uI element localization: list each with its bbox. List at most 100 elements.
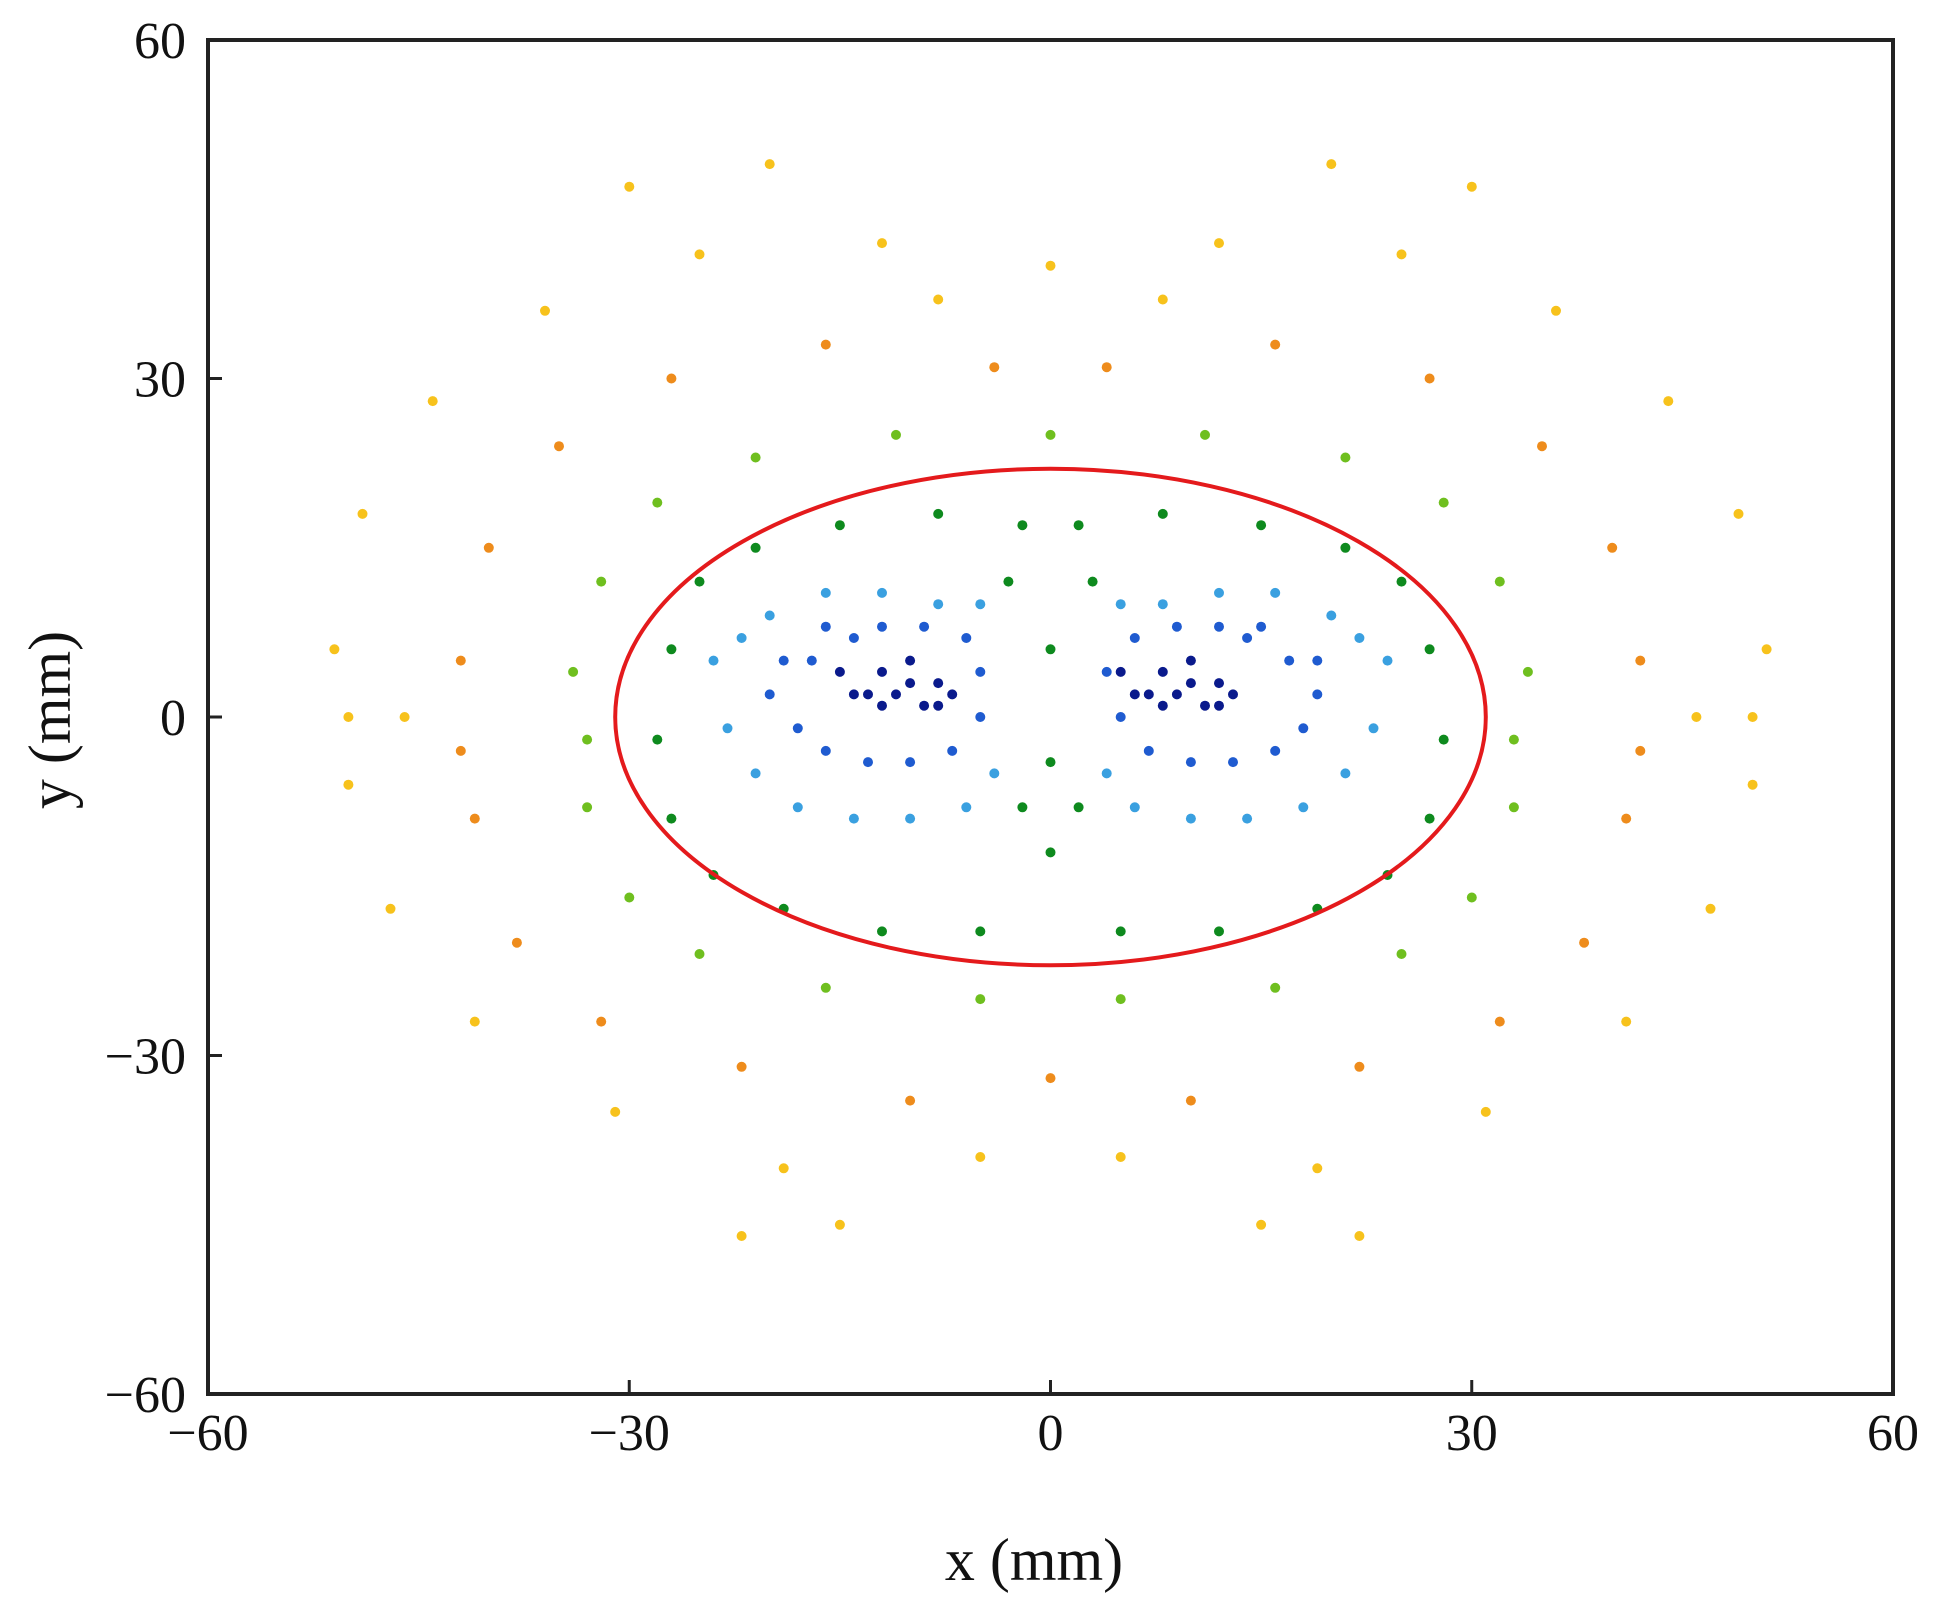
scatter-point xyxy=(1256,621,1267,632)
scatter-point xyxy=(596,576,607,587)
scatter-point xyxy=(1143,745,1154,756)
scatter-point xyxy=(778,1163,789,1174)
scatter-point xyxy=(1508,802,1519,813)
scatter-point xyxy=(1256,520,1267,531)
scatter-point xyxy=(1312,1163,1323,1174)
scatter-point xyxy=(1396,249,1407,260)
x-tick-label: −60 xyxy=(167,1405,248,1462)
scatter-point xyxy=(1214,678,1224,689)
scatter-point xyxy=(1494,576,1505,587)
scatter-point xyxy=(1101,362,1112,373)
scatter-point xyxy=(610,1106,621,1117)
scatter-point xyxy=(1003,576,1014,587)
scatter-point xyxy=(343,712,354,722)
scatter-point xyxy=(891,689,901,700)
scatter-point xyxy=(1143,689,1154,700)
scatter-point xyxy=(1171,621,1182,632)
scatter-point xyxy=(1354,633,1365,643)
scatter-point xyxy=(1017,520,1028,531)
scatter-point xyxy=(1326,610,1337,621)
scatter-point xyxy=(708,655,719,666)
scatter-point xyxy=(919,700,930,711)
scatter-point xyxy=(820,982,831,993)
scatter-point xyxy=(989,768,1000,779)
scatter-point xyxy=(1466,892,1477,903)
scatter-point xyxy=(1185,655,1196,666)
scatter-point xyxy=(1312,689,1323,700)
scatter-point xyxy=(511,937,522,948)
scatter-point xyxy=(905,678,916,689)
scatter-point xyxy=(820,587,831,598)
scatter-point xyxy=(1045,260,1056,271)
scatter-point xyxy=(1185,1095,1196,1106)
ellipse-overlay xyxy=(613,466,1488,968)
scatter-point xyxy=(1312,655,1323,666)
scatter-point xyxy=(1242,633,1253,643)
scatter-point xyxy=(666,644,677,655)
scatter-point xyxy=(652,734,663,745)
scatter-point xyxy=(582,802,593,813)
scatter-point xyxy=(722,723,733,734)
scatter-point xyxy=(596,1016,607,1027)
y-tick-label: −30 xyxy=(105,1029,186,1086)
scatter-point xyxy=(399,712,410,722)
x-tick-label: −30 xyxy=(589,1405,670,1462)
scatter-point xyxy=(905,757,916,768)
scatter-point xyxy=(1284,655,1295,666)
scatter-point xyxy=(736,1231,747,1241)
scatter-point xyxy=(877,926,887,937)
scatter-point xyxy=(1537,441,1547,452)
scatter-point xyxy=(1214,700,1224,711)
scatter-point xyxy=(1200,429,1210,440)
scatter-point xyxy=(1438,734,1449,745)
scatter-point xyxy=(1424,373,1435,384)
scatter-point xyxy=(1214,587,1224,598)
scatter-point xyxy=(1242,813,1253,824)
scatter-point xyxy=(694,949,705,959)
scatter-point xyxy=(933,678,944,689)
scatter-point xyxy=(1228,757,1238,768)
scatter-point xyxy=(1396,949,1407,959)
scatter-point xyxy=(989,362,1000,373)
scatter-point xyxy=(820,621,831,632)
scatter-point xyxy=(806,655,817,666)
scatter-point xyxy=(1214,621,1224,632)
y-tick-label: 30 xyxy=(134,352,186,409)
scatter-point xyxy=(1747,712,1758,722)
scatter-point xyxy=(427,396,438,407)
scatter-point xyxy=(834,520,845,531)
scatter-point xyxy=(1508,734,1519,745)
scatter-point xyxy=(961,633,972,643)
scatter-point xyxy=(764,610,775,621)
x-tick-label: 60 xyxy=(1867,1405,1919,1462)
scatter-point xyxy=(736,633,747,643)
scatter-point xyxy=(1256,1219,1267,1230)
scatter-point xyxy=(1185,678,1196,689)
scatter-point xyxy=(1663,396,1674,407)
plot-frame xyxy=(206,38,1895,1396)
scatter-point xyxy=(933,700,944,711)
scatter-point xyxy=(820,745,831,756)
scatter-point xyxy=(666,373,677,384)
x-tick-label: 30 xyxy=(1446,1405,1498,1462)
scatter-point xyxy=(1635,655,1646,666)
scatter-point xyxy=(1045,429,1056,440)
scatter-point xyxy=(1747,779,1758,790)
scatter-point xyxy=(877,666,887,677)
scatter-point xyxy=(1705,903,1716,914)
scatter-point xyxy=(1635,745,1646,756)
scatter-point xyxy=(961,802,972,813)
scatter-point xyxy=(750,542,761,553)
scatter-point xyxy=(933,508,944,519)
scatter-point xyxy=(820,339,831,350)
scatter-point xyxy=(1115,712,1126,722)
scatter-point xyxy=(905,813,916,824)
y-axis-title: y (mm) xyxy=(17,631,83,809)
scatter-point xyxy=(975,666,986,677)
scatter-point xyxy=(792,802,803,813)
y-tick-label: 60 xyxy=(134,13,186,70)
scatter-point xyxy=(919,621,930,632)
scatter-point xyxy=(1171,689,1182,700)
axis-ticks: −60 −30 0 30 60 −60 −30 0 30 60 xyxy=(105,13,1919,1462)
